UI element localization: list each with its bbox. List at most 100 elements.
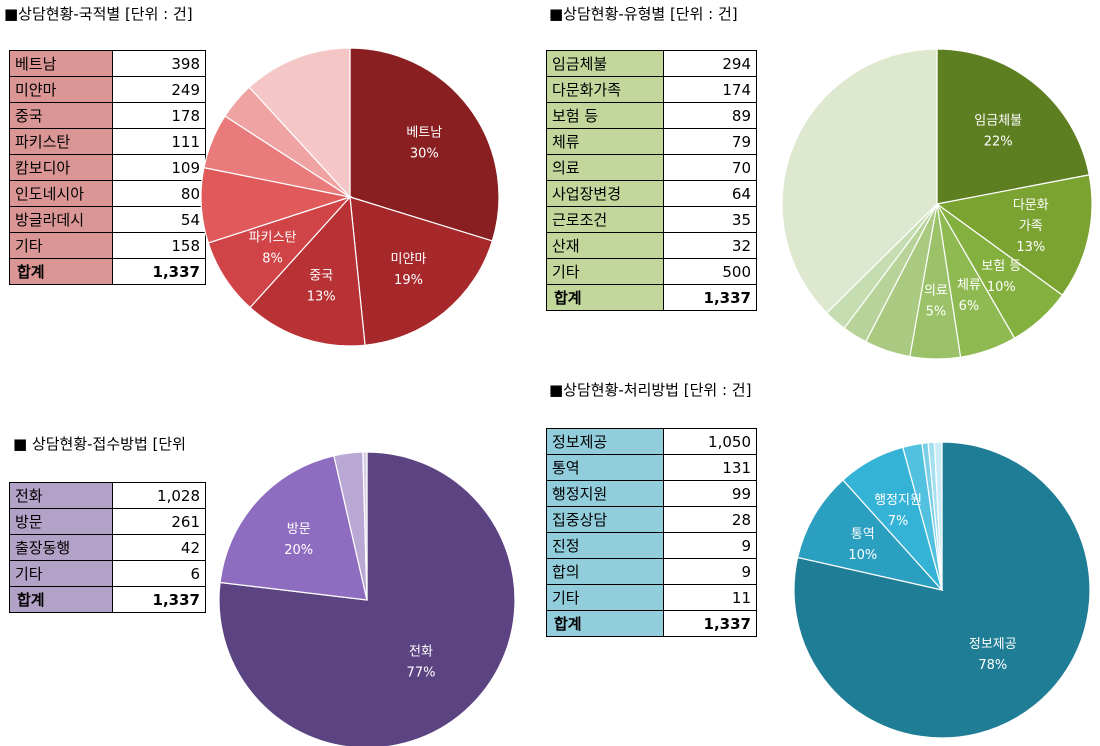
pie-slice-type-6 <box>843 203 938 343</box>
pie-label-nationality-3: 파키스탄 <box>249 231 297 246</box>
pie-slice-type-7 <box>825 203 938 330</box>
category-cell: 보험 등 <box>546 102 664 129</box>
data-table-nationality: 베트남 398 미얀마 249 중국 178 파키스탄 111 캄보디아 109 인도네시아 80 방글… <box>9 50 206 285</box>
pie-label-type-4: 5% <box>926 305 947 320</box>
chart-title-type: ■상담현황-유형별 [단위 : 건] <box>549 5 738 23</box>
table-row: 캄보디아 109 <box>9 154 206 181</box>
pie-label-handling-2: 7% <box>888 514 909 529</box>
pie-label-nationality-1: 19% <box>394 273 423 288</box>
pie-slice-handling-5 <box>927 441 943 591</box>
pie-slice-type-1 <box>935 174 1093 296</box>
pie-label-type-3: 6% <box>959 299 980 314</box>
pie-label-handling-0: 78% <box>978 658 1007 673</box>
table-row: 진정 9 <box>546 532 757 559</box>
pie-slice-type-2 <box>936 203 1064 340</box>
chart-title-nationality: ■상담현황-국적별 [단위 : 건] <box>4 5 193 23</box>
category-cell: 집중상담 <box>546 506 664 533</box>
total-row: 합계 1,337 <box>546 284 757 311</box>
value-cell: 42 <box>112 534 206 561</box>
category-cell: 출장동행 <box>9 534 113 561</box>
category-cell: 합의 <box>546 558 664 585</box>
value-cell: 89 <box>663 102 757 129</box>
pie-label-handling-1: 통역 <box>851 527 875 542</box>
pie-slice-nationality-0 <box>349 47 500 242</box>
category-cell: 통역 <box>546 454 664 481</box>
table-row: 파키스탄 111 <box>9 128 206 155</box>
category-cell: 기타 <box>546 258 664 285</box>
pie-label-type-4: 의료 <box>924 284 948 299</box>
pie-label-type-1: 다문화 <box>1013 198 1049 213</box>
value-cell: 9 <box>663 558 757 585</box>
pie-label-handling-0: 정보제공 <box>969 637 1017 652</box>
category-cell: 사업장변경 <box>546 180 664 207</box>
table-row: 인도네시아 80 <box>9 180 206 207</box>
pie-slice-reception-3 <box>362 451 368 601</box>
category-cell: 임금체불 <box>546 50 664 77</box>
value-cell: 79 <box>663 128 757 155</box>
value-cell: 158 <box>112 232 206 259</box>
table-row: 다문화가족 174 <box>546 76 757 103</box>
value-cell: 32 <box>663 232 757 259</box>
table-row: 집중상담 28 <box>546 506 757 533</box>
table-row: 합의 9 <box>546 558 757 585</box>
pie-label-handling-1: 10% <box>848 548 877 563</box>
total-label: 합계 <box>546 284 664 311</box>
value-cell: 174 <box>663 76 757 103</box>
value-cell: 500 <box>663 258 757 285</box>
value-cell: 178 <box>112 102 206 129</box>
pie-slice-handling-1 <box>796 479 944 592</box>
total-label: 합계 <box>9 258 113 285</box>
pie-slice-handling-0 <box>793 441 1091 739</box>
pie-label-handling-2: 행정지원 <box>874 492 922 508</box>
data-table-type: 임금체불 294 다문화가족 174 보험 등 89 체류 79 의료 70 사업장변경 64 근로조건… <box>546 50 757 311</box>
table-row: 출장동행 42 <box>9 534 206 561</box>
value-cell: 11 <box>663 584 757 611</box>
pie-slice-reception-2 <box>333 451 368 601</box>
value-cell: 1,028 <box>112 482 206 509</box>
pie-label-nationality-0: 30% <box>410 147 439 162</box>
pie-slice-nationality-7 <box>248 47 351 199</box>
pie-slice-nationality-2 <box>249 195 366 347</box>
pie-slice-reception-1 <box>219 455 368 601</box>
category-cell: 행정지원 <box>546 480 664 507</box>
value-cell: 6 <box>112 560 206 587</box>
pie-slice-handling-3 <box>902 442 943 591</box>
value-cell: 54 <box>112 206 206 233</box>
category-cell: 파키스탄 <box>9 128 113 155</box>
chart-title-handling: ■상담현황-처리방법 [단위 : 건] <box>549 381 752 399</box>
category-cell: 캄보디아 <box>9 154 113 181</box>
table-row: 통역 131 <box>546 454 757 481</box>
pie-slice-type-3 <box>936 203 1016 358</box>
value-cell: 294 <box>663 50 757 77</box>
table-row: 행정지원 99 <box>546 480 757 507</box>
value-cell: 64 <box>663 180 757 207</box>
category-cell: 진정 <box>546 532 664 559</box>
value-cell: 9 <box>663 532 757 559</box>
chart-title-reception: ■ 상담현황-접수방법 [단위 <box>13 435 186 453</box>
value-cell: 80 <box>112 180 206 207</box>
pie-slice-nationality-5 <box>203 115 351 198</box>
category-cell: 미얀마 <box>9 76 113 103</box>
table-row: 임금체불 294 <box>546 50 757 77</box>
table-row: 산재 32 <box>546 232 757 259</box>
category-cell: 정보제공 <box>546 428 664 455</box>
value-cell: 99 <box>663 480 757 507</box>
total-value: 1,337 <box>663 284 757 311</box>
category-cell: 베트남 <box>9 50 113 77</box>
category-cell: 근로조건 <box>546 206 664 233</box>
table-row: 정보제공 1,050 <box>546 428 757 455</box>
pie-label-reception-1: 방문 <box>287 522 311 537</box>
table-row: 기타 500 <box>546 258 757 285</box>
table-row: 전화 1,028 <box>9 482 206 509</box>
total-value: 1,337 <box>112 586 206 613</box>
data-table-reception: 전화 1,028 방문 261 출장동행 42 기타 6 합계 1,337 <box>9 482 206 613</box>
table-row: 기타 6 <box>9 560 206 587</box>
category-cell: 중국 <box>9 102 113 129</box>
table-row: 기타 158 <box>9 232 206 259</box>
category-cell: 방문 <box>9 508 113 535</box>
value-cell: 28 <box>663 506 757 533</box>
data-table-handling: 정보제공 1,050 통역 131 행정지원 99 집중상담 28 진정 9 합의 9 기타 11 합계 1,… <box>546 428 757 637</box>
total-label: 합계 <box>9 586 113 613</box>
pie-slice-handling-6 <box>933 441 943 591</box>
pie-slice-type-8 <box>781 48 938 314</box>
